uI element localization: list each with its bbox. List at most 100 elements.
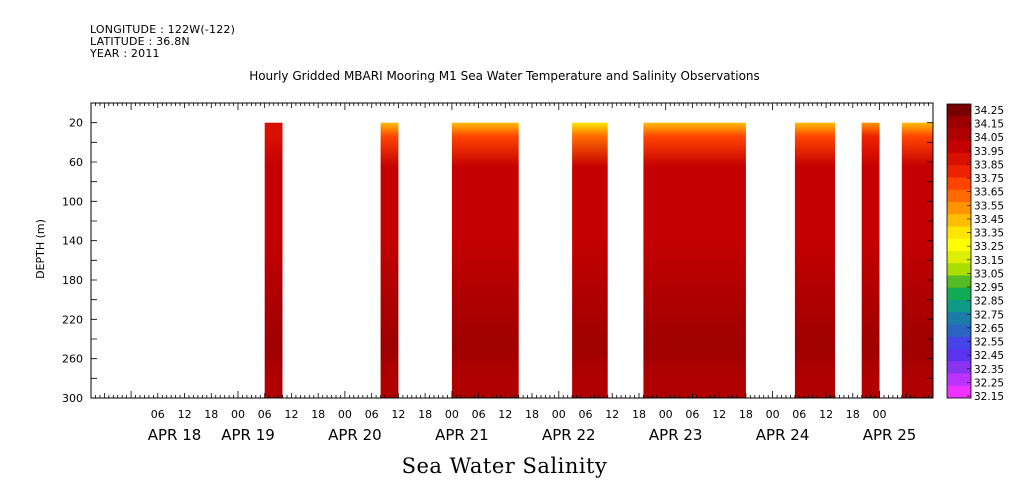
- y-tick-label: 140: [62, 235, 83, 248]
- y-tick-label: 220: [62, 313, 83, 326]
- y-tick-label: 60: [69, 156, 83, 169]
- data-segments: [264, 122, 933, 398]
- colorbar-label: 32.25: [974, 377, 1004, 389]
- x-tick-label: 00: [552, 408, 566, 421]
- colorbar-swatch: [947, 104, 971, 117]
- colorbar-swatch: [947, 312, 971, 325]
- colorbar-swatch: [947, 373, 971, 387]
- x-tick-label: 12: [391, 408, 405, 421]
- colorbar-swatch: [947, 177, 971, 191]
- plot-frame: [90, 102, 934, 399]
- colorbar-label: 33.85: [974, 160, 1004, 172]
- salinity-segment-5: [643, 122, 746, 398]
- x-tick-label: 12: [285, 408, 299, 421]
- x-tick-label: 06: [685, 408, 699, 421]
- y-axis: 20 60 100 140 180 220 260 300: [62, 102, 933, 405]
- colorbar-label: 33.95: [974, 146, 1004, 158]
- colorbar-swatch: [947, 300, 971, 313]
- colorbar-swatch: [947, 214, 971, 227]
- x-date-label: APR 19: [221, 426, 275, 444]
- colorbar-label: 33.35: [974, 228, 1004, 240]
- colorbar-label: 33.65: [974, 187, 1004, 199]
- x-date-label: APR 25: [863, 426, 917, 444]
- colorbar-label: 32.15: [974, 391, 1004, 403]
- colorbar-swatch: [947, 165, 971, 178]
- x-tick-label: 06: [365, 408, 379, 421]
- salinity-segment-2: [380, 122, 399, 398]
- colorbar-swatch: [947, 153, 971, 166]
- x-axis: 06 12 18 00 06 12 18 00 06 12 18 00 06 12 18 00 06 12 18 00…: [90, 103, 934, 444]
- x-date-label: APR 22: [542, 426, 596, 444]
- y-tick-label: 260: [62, 353, 83, 366]
- salinity-segment-6: [794, 122, 835, 398]
- x-tick-label: 06: [792, 408, 806, 421]
- y-tick-label: 180: [62, 274, 83, 287]
- colorbar-label: 33.45: [974, 214, 1004, 226]
- year-label: YEAR : 2011: [90, 47, 160, 60]
- colorbar-swatch: [947, 361, 971, 374]
- colorbar-swatch: [947, 238, 971, 252]
- colorbar-swatch: [947, 349, 971, 362]
- x-tick-label: 00: [445, 408, 459, 421]
- colorbar-label: 32.55: [974, 337, 1004, 349]
- x-date-label: APR 24: [756, 426, 810, 444]
- x-date-label: APR 23: [649, 426, 703, 444]
- colorbar-swatch: [947, 251, 971, 264]
- x-tick-label: 00: [659, 408, 673, 421]
- colorbar-swatch: [947, 140, 971, 154]
- x-tick-label: 06: [579, 408, 593, 421]
- colorbar-swatch: [947, 116, 971, 129]
- x-date-label: APR 20: [328, 426, 382, 444]
- colorbar-label: 33.25: [974, 241, 1004, 253]
- salinity-segment-7: [861, 122, 880, 398]
- x-tick-label: 18: [632, 408, 646, 421]
- colorbar-label: 32.35: [974, 364, 1004, 376]
- colorbar-label: 34.15: [974, 119, 1004, 131]
- x-tick-label: 00: [873, 408, 887, 421]
- colorbar-label: 33.15: [974, 255, 1004, 267]
- colorbar-swatch: [947, 202, 971, 215]
- colorbar-label: 34.25: [974, 105, 1004, 117]
- colorbar-swatch: [947, 336, 971, 350]
- x-axis-label: Sea Water Salinity: [401, 454, 608, 478]
- x-tick-label: 12: [605, 408, 619, 421]
- colorbar-swatch: [947, 287, 971, 301]
- colorbar-swatch: [947, 324, 971, 338]
- colorbar-label: 32.65: [974, 323, 1004, 335]
- x-tick-label: 12: [819, 408, 833, 421]
- colorbar-label: 32.85: [974, 296, 1004, 308]
- y-axis-label: DEPTH (m): [34, 219, 47, 279]
- colorbar-label: 33.55: [974, 200, 1004, 212]
- colorbar-label: 32.75: [974, 309, 1004, 321]
- colorbar-swatch: [947, 263, 971, 276]
- colorbar-label: 32.95: [974, 282, 1004, 294]
- x-tick-label: 18: [846, 408, 860, 421]
- x-date-label: APR 18: [148, 426, 202, 444]
- colorbar-label: 34.05: [974, 132, 1004, 144]
- y-tick-label: 300: [62, 392, 83, 405]
- salinity-segment-4: [572, 122, 608, 398]
- x-tick-label: 18: [418, 408, 432, 421]
- colorbar-label: 33.75: [974, 173, 1004, 185]
- x-tick-label: 18: [739, 408, 753, 421]
- x-tick-label: 18: [525, 408, 539, 421]
- longitude-label: LONGITUDE : 122W(-122): [90, 23, 236, 36]
- latitude-label: LATITUDE : 36.8N: [90, 35, 190, 48]
- colorbar-label: 33.05: [974, 268, 1004, 280]
- x-tick-label: 00: [766, 408, 780, 421]
- colorbar-label: 32.45: [974, 350, 1004, 362]
- salinity-segment-3: [451, 122, 519, 398]
- colorbar-swatch: [947, 226, 971, 240]
- x-date-label: APR 21: [435, 426, 489, 444]
- x-tick-label: 00: [231, 408, 245, 421]
- x-tick-label: 06: [151, 408, 165, 421]
- x-tick-label: 06: [258, 408, 272, 421]
- x-tick-label: 00: [338, 408, 352, 421]
- x-tick-label: 12: [712, 408, 726, 421]
- colorbar-swatch: [947, 189, 971, 203]
- salinity-segment-1: [264, 122, 283, 398]
- colorbar-swatch: [947, 128, 971, 142]
- y-tick-label: 100: [62, 195, 83, 208]
- y-tick-label: 20: [69, 117, 83, 130]
